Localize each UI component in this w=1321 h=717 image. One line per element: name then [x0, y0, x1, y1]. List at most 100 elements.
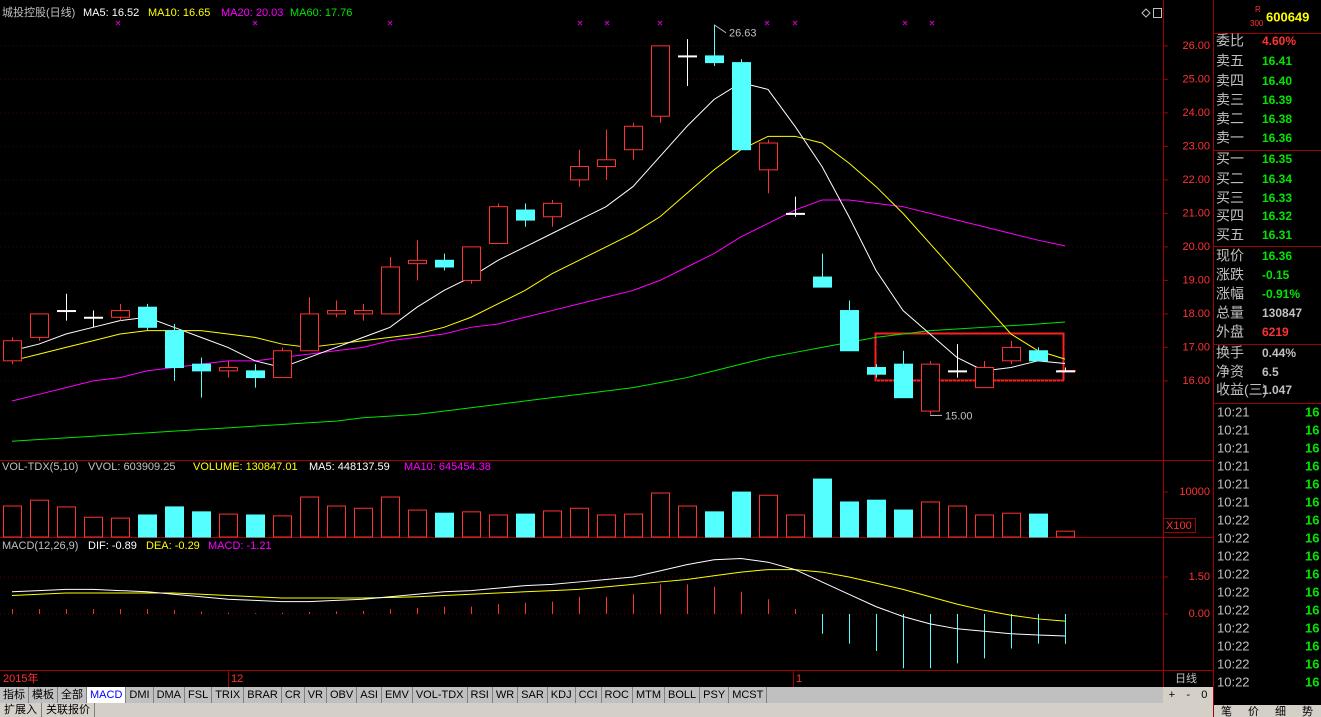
ma5-line: [11, 82, 1066, 372]
candle-body: [354, 310, 373, 315]
quote-value: 16.31: [1262, 228, 1292, 242]
ma5-label: MA5: 16.52: [83, 7, 139, 19]
trade-time: 10:22: [1217, 620, 1250, 635]
tab[interactable]: DMI: [126, 687, 154, 703]
trade-time: 10:21: [1217, 404, 1250, 419]
tab[interactable]: VOL-TDX: [413, 687, 468, 703]
y-tick-label: 17.00: [1182, 341, 1210, 353]
trade-time: 10:22: [1217, 674, 1250, 689]
quote-value: 6.5: [1262, 365, 1279, 379]
tab[interactable]: MCST: [729, 687, 768, 703]
tab[interactable]: -: [1186, 689, 1190, 701]
tab[interactable]: WR: [493, 687, 519, 703]
tab[interactable]: 0: [1201, 689, 1208, 701]
quote-value: 16.36: [1262, 249, 1292, 263]
zoom-buttons: + -0: [1163, 687, 1213, 703]
tab[interactable]: CR: [282, 687, 305, 703]
trade-price: 16: [1305, 476, 1319, 491]
tab[interactable]: DMA: [154, 687, 186, 703]
quote-label: 委比: [1216, 33, 1244, 49]
tab[interactable]: SAR: [518, 687, 548, 703]
candle-body: [408, 259, 427, 265]
icon-diamond[interactable]: [1141, 8, 1151, 18]
side-tab[interactable]: 价: [1248, 705, 1259, 717]
tab[interactable]: 模板: [29, 687, 58, 703]
candle-body: [1029, 350, 1048, 362]
tab[interactable]: MACD: [87, 687, 127, 703]
highlight-box: [874, 332, 1065, 382]
trade-price: 16: [1305, 638, 1319, 653]
tab[interactable]: BRAR: [244, 687, 282, 703]
tab[interactable]: 全部: [58, 687, 87, 703]
tab[interactable]: KDJ: [548, 687, 576, 703]
tab[interactable]: VR: [305, 687, 327, 703]
quote-label: 卖二: [1216, 111, 1244, 127]
candle-body: [381, 266, 400, 315]
tab[interactable]: +: [1168, 689, 1176, 701]
tab[interactable]: 扩展入: [0, 703, 42, 717]
y-tick-label: 1.50: [1189, 571, 1210, 583]
icon-square[interactable]: [1153, 8, 1162, 18]
tab[interactable]: ROC: [602, 687, 633, 703]
volume-bar: [651, 492, 670, 538]
candle-body: [921, 363, 940, 412]
tab[interactable]: 指标: [0, 687, 29, 703]
volume-bar: [354, 507, 373, 538]
volume-bar: [408, 509, 427, 538]
side-tab[interactable]: 笔: [1221, 704, 1232, 717]
side-tab[interactable]: 势: [1302, 705, 1313, 717]
y-tick-label: 21.00: [1182, 207, 1210, 219]
volume-unit: X100: [1166, 520, 1192, 532]
candle-body: [786, 212, 805, 215]
quote-label: 卖一: [1216, 130, 1244, 146]
window-icons[interactable]: [1141, 8, 1162, 18]
quote-label: 买三: [1216, 190, 1244, 206]
tab[interactable]: TRIX: [212, 687, 245, 703]
vol-ma5-label: MA5: 448137.59: [309, 461, 390, 473]
candle-body: [624, 125, 643, 151]
volume-bar: [678, 505, 697, 538]
macd-label: MACD: -1.21: [208, 540, 272, 552]
tab[interactable]: EMV: [382, 687, 413, 703]
tab[interactable]: ASI: [357, 687, 382, 703]
ma20-line: [11, 199, 1066, 402]
date-label: 2015年: [3, 671, 38, 685]
tab[interactable]: PSY: [700, 687, 730, 703]
volume-bar: [489, 514, 508, 538]
volume-bar: [1002, 512, 1021, 538]
trade-time: 10:22: [1217, 638, 1250, 653]
period-label: 日线: [1175, 671, 1197, 685]
tab[interactable]: BOLL: [665, 687, 701, 703]
macd-title: MACD(12,26,9): [2, 540, 78, 552]
candle-body: [246, 370, 265, 379]
volume-bar: [597, 514, 616, 538]
candle-body: [705, 55, 724, 64]
signal-cross: [115, 20, 935, 26]
candle-body: [678, 55, 697, 58]
tab[interactable]: OBV: [327, 687, 358, 703]
tab[interactable]: CCI: [576, 687, 602, 703]
trade-time: 10:21: [1217, 494, 1250, 509]
candle-body: [300, 313, 319, 352]
tab[interactable]: 关联报价: [42, 703, 95, 717]
trade-time: 10:21: [1217, 458, 1250, 473]
candle-body: [597, 159, 616, 167]
date-label: 12: [231, 673, 243, 685]
candle-body: [57, 310, 76, 313]
side-tab[interactable]: 细: [1275, 705, 1286, 717]
volume-bar: [813, 478, 832, 538]
trade-time: 10:22: [1217, 656, 1250, 671]
volume-bar: [948, 505, 967, 538]
candle-body: [1056, 370, 1075, 373]
trade-price: 16: [1305, 440, 1319, 455]
volume-bar: [165, 506, 184, 538]
badge-bottom: 300: [1250, 19, 1264, 28]
tab[interactable]: MTM: [633, 687, 666, 703]
y-tick-label: 24.00: [1182, 107, 1210, 119]
tab[interactable]: FSL: [185, 687, 213, 703]
badge-top: R: [1255, 5, 1261, 14]
quote-label: 外盘: [1216, 324, 1244, 340]
tab[interactable]: RSI: [468, 687, 493, 703]
quote-panel: 委比 4.60% 卖五 16.41 卖四 16.40 卖三 16.39 卖二 16.38 卖一 16.…: [1214, 33, 1321, 717]
dea-label: DEA: -0.29: [146, 540, 200, 552]
